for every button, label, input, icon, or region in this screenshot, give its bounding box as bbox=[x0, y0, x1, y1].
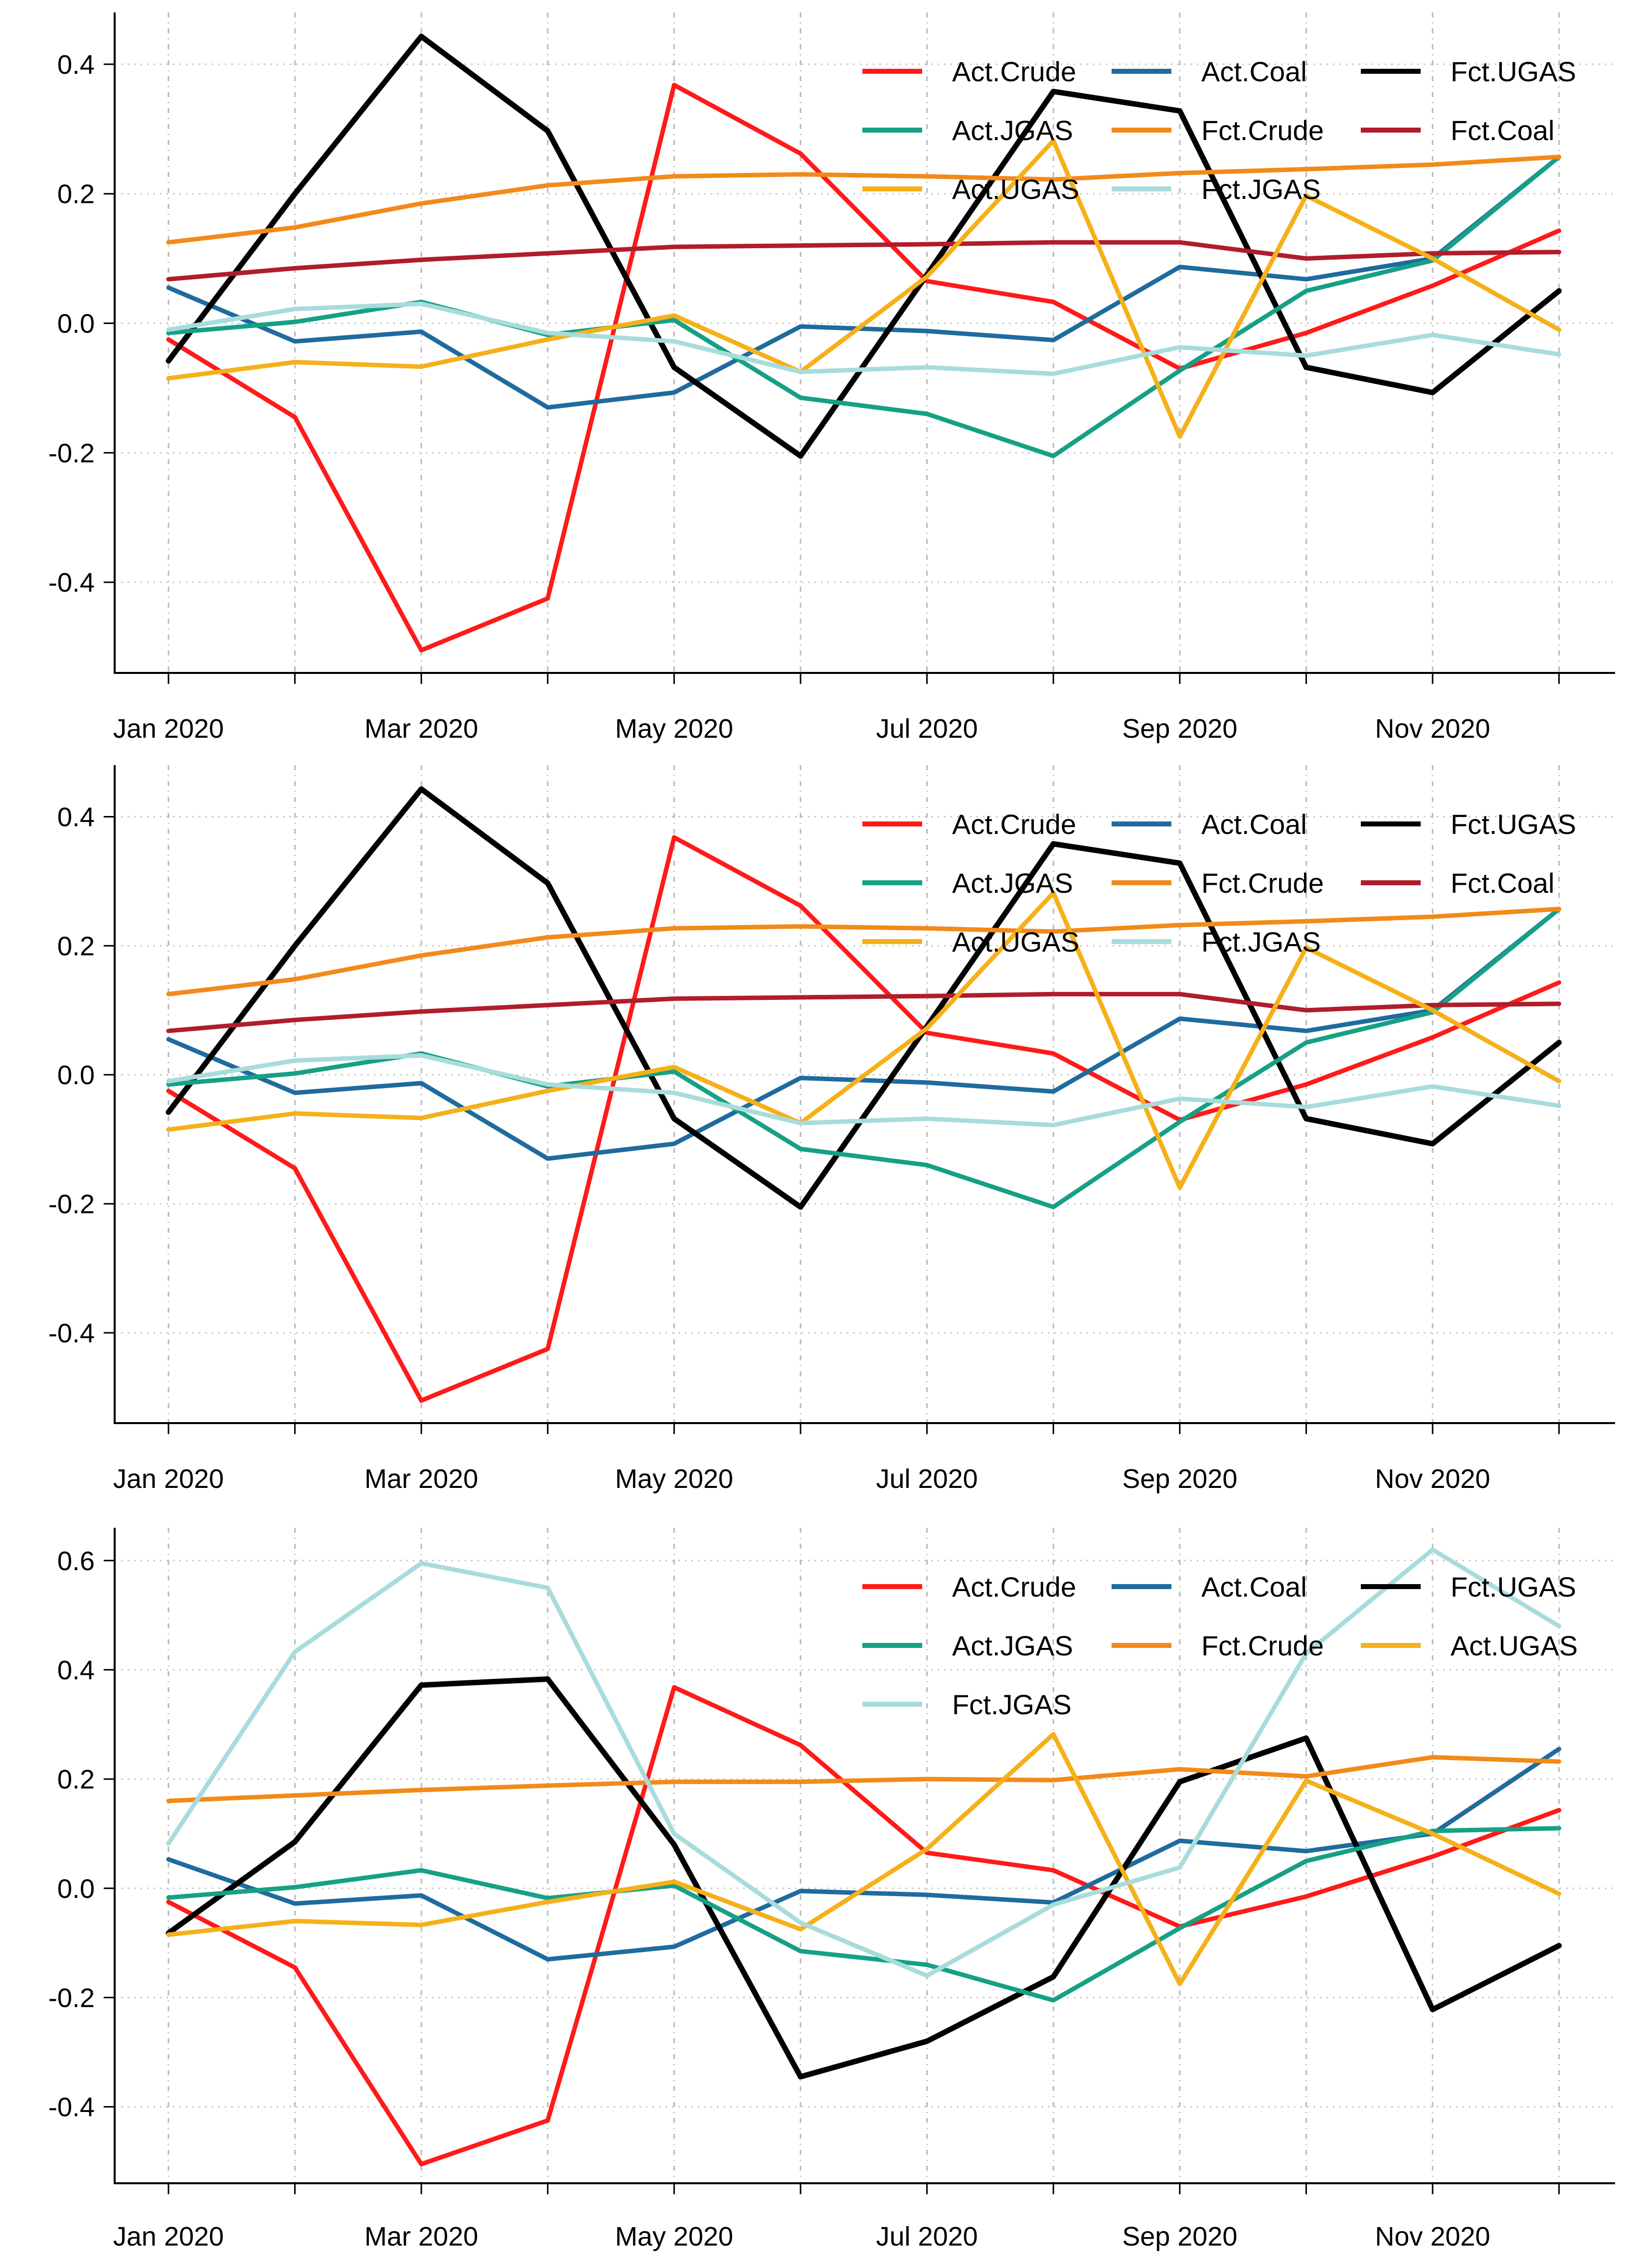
y-tick-label: -0.4 bbox=[48, 2093, 95, 2122]
y-tick-label: 0.0 bbox=[57, 1060, 95, 1090]
legend-label: Fct.UGAS bbox=[1451, 56, 1576, 87]
x-tick-label: Jan 2020 bbox=[113, 2222, 224, 2252]
legend-label: Act.Crude bbox=[952, 809, 1076, 840]
series-line-act-crude bbox=[166, 1685, 1562, 2167]
x-tick-label: Nov 2020 bbox=[1375, 2222, 1490, 2252]
series-line-act-crude bbox=[166, 83, 1562, 652]
y-tick-label: 0.2 bbox=[57, 1765, 95, 1794]
legend-label: Act.JGAS bbox=[952, 1630, 1073, 1661]
y-tick-label: -0.2 bbox=[48, 1983, 95, 2013]
series-line-act-ugas bbox=[166, 1732, 1562, 1986]
series-line-fct-ugas bbox=[165, 786, 1562, 1210]
legend-label: Fct.Crude bbox=[1201, 1630, 1324, 1661]
y-tick-label: 0.2 bbox=[57, 931, 95, 961]
x-tick-label: Jan 2020 bbox=[113, 1464, 224, 1494]
legend-label: Fct.Coal bbox=[1451, 867, 1555, 899]
legend-label: Act.JGAS bbox=[952, 115, 1073, 146]
x-tick-label: Jan 2020 bbox=[113, 714, 224, 744]
legend-label: Fct.JGAS bbox=[952, 1689, 1072, 1720]
x-tick-label: Sep 2020 bbox=[1122, 714, 1237, 744]
legend-label: Fct.Coal bbox=[1451, 115, 1555, 146]
legend-label: Fct.JGAS bbox=[1201, 173, 1321, 205]
y-tick-label: 0.4 bbox=[57, 803, 95, 832]
y-tick-label: -0.4 bbox=[48, 1318, 95, 1348]
legend-label: Fct.UGAS bbox=[1451, 809, 1576, 840]
series-line-act-coal bbox=[166, 907, 1562, 1161]
chart-panel-1: -0.4 -0.2 0.0 0.2 0.4 Jan 2020 Mar 2020 May 202… bbox=[48, 12, 1615, 744]
series-line-act-crude bbox=[166, 835, 1562, 1403]
y-tick-label: 0.0 bbox=[57, 309, 95, 339]
legend-label: Fct.JGAS bbox=[1201, 926, 1321, 958]
series-line-act-ugas bbox=[166, 890, 1562, 1190]
x-tick-label: Sep 2020 bbox=[1122, 1464, 1237, 1494]
x-tick-label: Nov 2020 bbox=[1375, 1464, 1490, 1494]
legend-label: Act.Crude bbox=[952, 56, 1076, 87]
legend-label: Act.Coal bbox=[1201, 56, 1307, 87]
series-line-fct-ugas bbox=[165, 33, 1562, 459]
chart-panel-3: -0.4 -0.2 0.0 0.2 0.4 0.6 Jan 2020 Mar 2020 May … bbox=[48, 1528, 1615, 2252]
y-tick-label: 0.4 bbox=[57, 1655, 95, 1685]
axis-frame bbox=[114, 765, 1615, 1424]
x-tick-label: Sep 2020 bbox=[1122, 2222, 1237, 2252]
legend-label: Fct.UGAS bbox=[1451, 1571, 1576, 1603]
y-tick-label: 0.2 bbox=[57, 179, 95, 209]
x-tick-label: May 2020 bbox=[615, 714, 733, 744]
legend-label: Act.UGAS bbox=[1451, 1630, 1578, 1661]
series-line-act-jgas bbox=[166, 1826, 1562, 2003]
x-tick-label: May 2020 bbox=[615, 2222, 733, 2252]
y-tick-label: 0.4 bbox=[57, 50, 95, 80]
x-tick-label: Jul 2020 bbox=[876, 714, 978, 744]
legend-label: Act.Coal bbox=[1201, 1571, 1307, 1603]
series-line-fct-crude bbox=[166, 155, 1562, 245]
y-tick-label: -0.2 bbox=[48, 438, 95, 468]
legend-label: Fct.Crude bbox=[1201, 867, 1324, 899]
series-line-fct-crude bbox=[166, 1755, 1562, 1803]
x-tick-label: Mar 2020 bbox=[364, 1464, 478, 1494]
series-line-fct-jgas bbox=[166, 302, 1562, 376]
series-line-fct-coal bbox=[166, 240, 1562, 282]
legend-label: Fct.Crude bbox=[1201, 115, 1324, 146]
x-tick-label: Jul 2020 bbox=[876, 1464, 978, 1494]
x-tick-label: May 2020 bbox=[615, 1464, 733, 1494]
series-line-fct-crude bbox=[166, 907, 1562, 996]
series-line-act-coal bbox=[166, 155, 1562, 410]
series-line-fct-ugas bbox=[165, 1676, 1562, 2080]
x-tick-label: Mar 2020 bbox=[364, 2222, 478, 2252]
y-tick-label: 0.0 bbox=[57, 1874, 95, 1904]
axis-frame bbox=[114, 12, 1615, 674]
legend-label: Act.Crude bbox=[952, 1571, 1076, 1603]
series-line-act-coal bbox=[166, 1747, 1562, 1962]
series-line-fct-coal bbox=[166, 991, 1562, 1033]
chart-panel-2: -0.4 -0.2 0.0 0.2 0.4 Jan 2020 Mar 2020 May 202… bbox=[48, 765, 1615, 1494]
x-tick-label: Nov 2020 bbox=[1375, 714, 1490, 744]
legend-label: Act.JGAS bbox=[952, 867, 1073, 899]
legend-label: Act.UGAS bbox=[952, 926, 1079, 958]
y-tick-label: -0.2 bbox=[48, 1189, 95, 1219]
axis-frame bbox=[114, 1528, 1615, 2184]
series-line-act-ugas bbox=[166, 138, 1562, 439]
y-tick-label: -0.4 bbox=[48, 568, 95, 598]
x-tick-label: Jul 2020 bbox=[876, 2222, 978, 2252]
x-tick-label: Mar 2020 bbox=[364, 714, 478, 744]
legend-label: Act.Coal bbox=[1201, 809, 1307, 840]
series-line-fct-jgas bbox=[166, 1053, 1562, 1128]
series-line-fct-jgas bbox=[166, 1547, 1562, 1978]
legend-label: Act.UGAS bbox=[952, 173, 1079, 205]
y-tick-label: 0.6 bbox=[57, 1546, 95, 1576]
